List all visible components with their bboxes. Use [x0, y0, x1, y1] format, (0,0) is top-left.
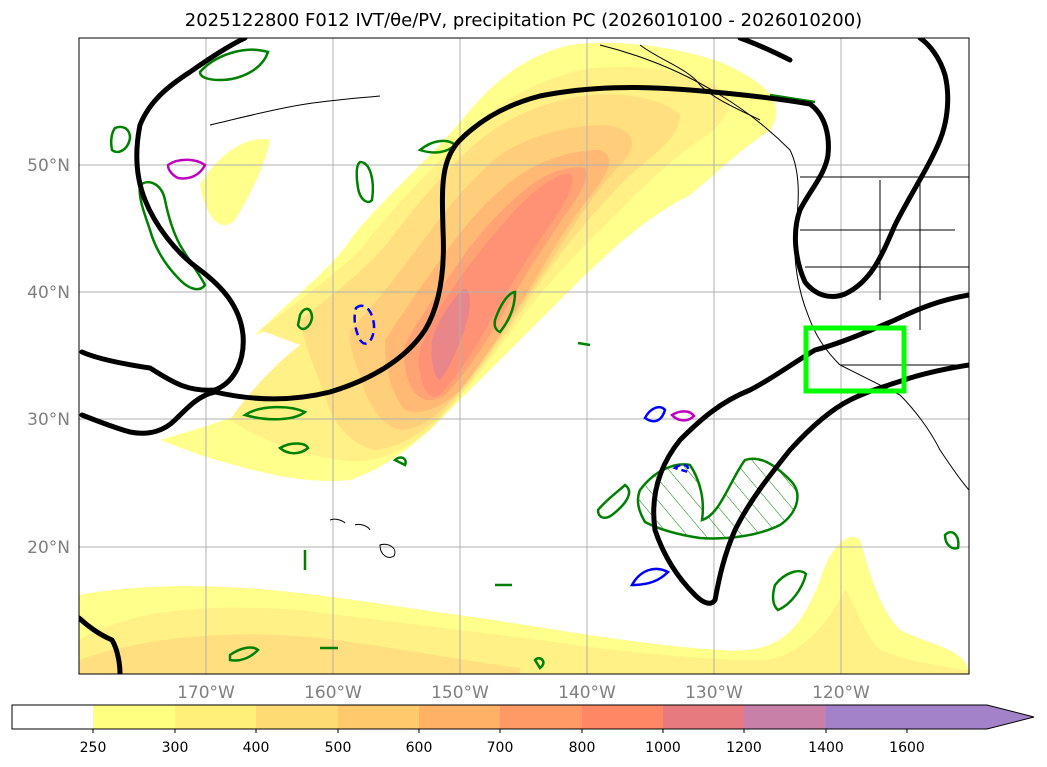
colorbar-segment: [582, 705, 663, 729]
pv-contour: [198, 48, 270, 82]
target-region-box[interactable]: [803, 325, 907, 394]
lon-label-150w: 150°W: [431, 683, 489, 703]
pv-contour: [138, 181, 207, 291]
pv-contour: [533, 657, 545, 670]
pv-contour: [392, 456, 407, 467]
pv-negative-contour: [672, 463, 690, 474]
colorbar-tick-label: 400: [243, 740, 270, 756]
pv-contour: [493, 290, 517, 334]
colorbar-segment: [338, 705, 419, 729]
theta-e-contour: [79, 38, 248, 393]
pv-contour: [769, 93, 816, 104]
ivt-level-250: [200, 139, 270, 226]
colorbar-tick-label: 500: [325, 740, 352, 756]
theta-e-contour: [79, 38, 951, 436]
lat-label-30n: 30°N: [27, 410, 70, 430]
colorbar-tick-label: 250: [80, 740, 107, 756]
lon-label-170w: 170°W: [177, 683, 235, 703]
colorbar-tick-label: 1600: [889, 740, 925, 756]
colorbar-segment: [175, 705, 256, 729]
colorbar-tick-label: 1200: [726, 740, 762, 756]
colorbar-segment: [500, 705, 582, 729]
hawaii-island: [379, 543, 396, 558]
colorbar-segment: [744, 705, 826, 729]
pv-contour: [577, 341, 591, 347]
colorbar-tick-label: 700: [487, 740, 514, 756]
north-america-coast: [599, 44, 969, 491]
pv-contours: [109, 48, 960, 670]
hawaii-island: [354, 523, 371, 531]
pv-contour: [596, 483, 631, 519]
pv-contour: [943, 531, 960, 550]
map-frame: [78, 37, 970, 675]
coastlines: [209, 44, 969, 558]
lat-label-50n: 50°N: [27, 156, 70, 176]
hawaii-island: [329, 518, 346, 524]
colorbar-tick-label: 1400: [808, 740, 844, 756]
colorbar-tick-label: 1000: [645, 740, 681, 756]
colorbar-outline: [11, 704, 1035, 730]
lon-label-120w: 120°W: [812, 683, 870, 703]
coast-fragment: [209, 95, 381, 126]
latitude-labels: 50°N 40°N 30°N 20°N: [27, 156, 70, 558]
longitude-labels: 170°W 160°W 150°W 140°W 130°W 120°W: [177, 683, 870, 703]
pv-contour: [277, 442, 310, 455]
lat-label-40n: 40°N: [27, 283, 70, 303]
pv-contour: [228, 646, 260, 662]
map-title: 2025122800 F012 IVT/θe/PV, precipitation…: [184, 10, 863, 31]
colorbar-segment-under: [12, 705, 93, 729]
lon-label-130w: 130°W: [685, 683, 743, 703]
pv-negative-contour: [629, 567, 671, 587]
pv-contour: [296, 307, 314, 331]
alaska-coast: [639, 44, 761, 121]
pv-negative-contour: [643, 406, 667, 423]
lon-label-160w: 160°W: [304, 683, 362, 703]
colorbar: 250 300 400 500 600 700 800 1000 1200 14…: [11, 704, 1035, 756]
colorbar-ticks: [92, 729, 908, 733]
lon-label-140w: 140°W: [558, 683, 616, 703]
colorbar-segment: [826, 705, 907, 729]
theta-e-contour: [79, 615, 123, 674]
lat-label-20n: 20°N: [27, 538, 70, 558]
colorbar-tick-label: 300: [162, 740, 189, 756]
ivt-level-400: [79, 634, 520, 674]
ivt-shading: [79, 42, 969, 674]
theta-e-contour: [651, 292, 969, 606]
pv-contour: [771, 570, 808, 612]
colorbar-extend-arrow: [907, 705, 1034, 729]
pv-high-contour: [166, 158, 207, 180]
colorbar-segment: [663, 705, 744, 729]
colorbar-tick-label: 800: [569, 740, 596, 756]
colorbar-segment: [256, 705, 338, 729]
pv-high-contour: [670, 410, 696, 422]
pv-extra-contours: [166, 158, 696, 587]
pv-contour: [109, 125, 132, 154]
colorbar-segment: [419, 705, 500, 729]
theta-e-contour: [737, 38, 793, 63]
pv-negative-contour: [353, 304, 376, 345]
colorbar-segment: [93, 705, 175, 729]
pv-contour: [355, 160, 375, 204]
pv-hatched-region: [636, 457, 799, 540]
pv-contour: [242, 405, 308, 421]
colorbar-tick-label: 600: [406, 740, 433, 756]
theta-e-contours: [79, 38, 969, 674]
